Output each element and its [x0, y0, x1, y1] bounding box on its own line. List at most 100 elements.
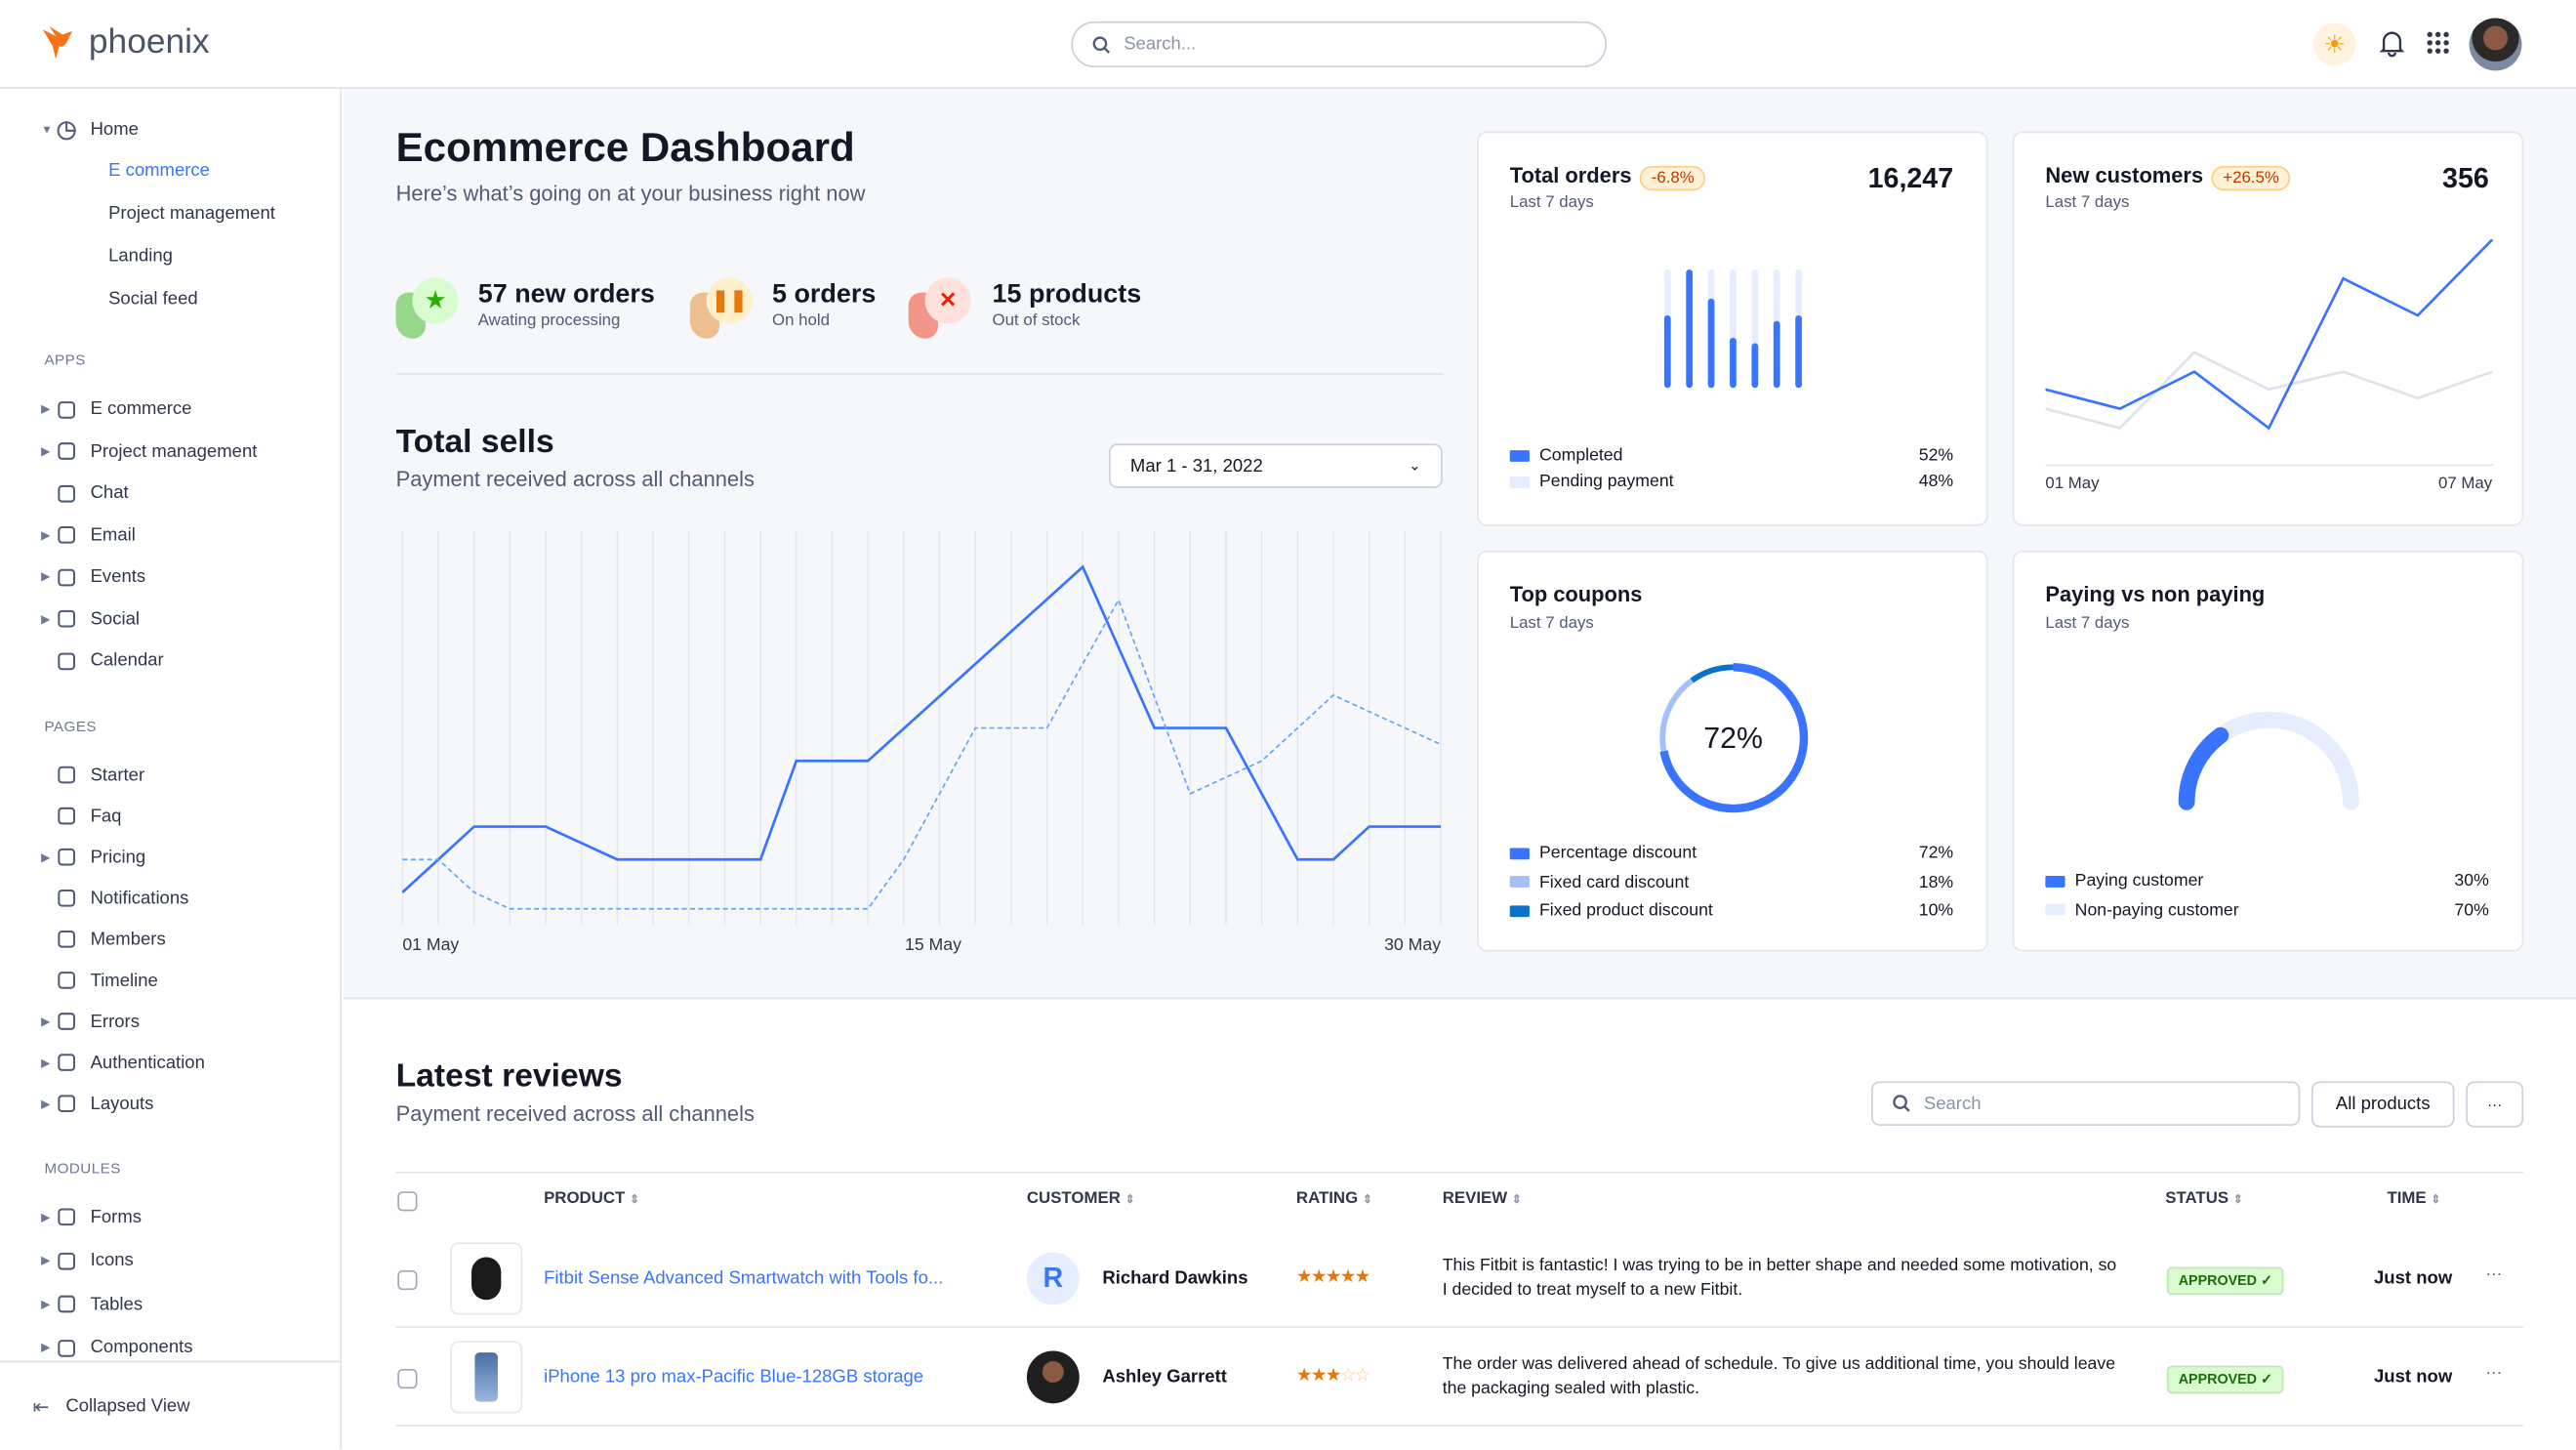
legend-item: Pending payment [1509, 472, 1674, 491]
stat-value: 5 orders [772, 280, 877, 310]
paying-gauge-chart [2178, 711, 2359, 810]
column-header[interactable]: REVIEW ⇕ [1442, 1189, 1522, 1209]
star-filled-icon: ★ [1295, 1266, 1313, 1287]
date-range-value: Mar 1 - 31, 2022 [1129, 456, 1263, 476]
change-badge: +26.5% [2211, 165, 2291, 191]
legend-swatch [1509, 476, 1530, 488]
card-period: Last 7 days [2045, 193, 2130, 213]
sidebar-section-title: APPS [44, 352, 86, 369]
global-search-input[interactable]: Search... [1071, 21, 1608, 68]
review-text: This Fitbit is fantastic! I was trying t… [1442, 1255, 2117, 1301]
product-thumbnail[interactable] [450, 1242, 523, 1315]
collapsed-view-label: Collapsed View [65, 1396, 190, 1417]
legend-swatch [1509, 904, 1530, 917]
x-tick-label: 15 May [905, 934, 961, 954]
product-link[interactable]: iPhone 13 pro max-Pacific Blue-128GB sto… [544, 1367, 924, 1388]
search-icon [1092, 35, 1111, 53]
sort-icon: ⇕ [1511, 1194, 1522, 1207]
stat-value: 15 products [992, 280, 1142, 310]
sidebar-item-label: Authentication [90, 1052, 205, 1073]
caret-down-icon: ▼ [41, 124, 53, 136]
row-actions-button[interactable]: ··· [2485, 1264, 2503, 1284]
gauge-track [2178, 711, 2359, 810]
sidebar-subitem-project-management[interactable]: Project management [108, 203, 275, 224]
collapse-arrow-icon: ⇤ [32, 1394, 50, 1419]
mail-icon [58, 525, 75, 544]
legend-value: 48% [1918, 472, 1954, 492]
row-actions-button[interactable]: ··· [2485, 1363, 2503, 1383]
donut-center-label: 72% [1703, 723, 1763, 755]
row-checkbox[interactable] [397, 1269, 418, 1291]
select-all-checkbox[interactable] [397, 1191, 418, 1212]
card-period: Last 7 days [2045, 614, 2130, 633]
sidebar-item-label: Chat [90, 482, 129, 504]
all-products-button[interactable]: All products [2311, 1081, 2455, 1128]
sidebar-item-label: Timeline [90, 970, 158, 991]
paying-card: Paying vs non paying Last 7 days Paying … [2012, 550, 2524, 952]
row-checkbox[interactable] [397, 1368, 418, 1389]
sidebar-item-label: Pricing [90, 847, 146, 867]
reviews-search-input[interactable]: Search [1870, 1081, 2301, 1126]
new-customers-line-chart: 01 May 07 May [2045, 238, 2494, 492]
star-empty-icon: ☆ [1354, 1365, 1371, 1386]
product-link[interactable]: Fitbit Sense Advanced Smartwatch with To… [544, 1268, 944, 1289]
legend-item: Non-paying customer [2045, 899, 2239, 920]
product-thumbnail[interactable] [450, 1341, 523, 1414]
sidebar-subitem-ecommerce[interactable]: E commerce [108, 160, 211, 182]
x-tick-label: 07 May [2438, 474, 2493, 492]
column-header[interactable]: TIME ⇕ [2387, 1189, 2441, 1209]
bell-icon[interactable] [2379, 29, 2405, 58]
rating-stars: ★★★★★ [1296, 1265, 1370, 1287]
user-avatar[interactable] [2469, 18, 2522, 71]
sidebar: ▼ Home E commerce Project management Lan… [0, 88, 343, 1450]
sidebar-subitem-social-feed[interactable]: Social feed [108, 289, 198, 310]
sidebar-subitem-landing[interactable]: Landing [108, 246, 173, 267]
caret-right-icon: ▶ [41, 1343, 51, 1354]
legend-value: 52% [1918, 445, 1954, 466]
caret-right-icon: ▶ [41, 571, 51, 584]
star-filled-icon: ★ [1325, 1266, 1342, 1287]
column-header[interactable]: RATING ⇕ [1295, 1189, 1372, 1209]
stat-1: ❚❚ 5 orders On hold [689, 276, 986, 346]
card-period: Last 7 days [1509, 193, 1594, 213]
sidebar-item-label: Notifications [90, 888, 189, 908]
column-header[interactable]: STATUS ⇕ [2165, 1189, 2243, 1209]
rating-stars: ★★★☆☆ [1296, 1364, 1370, 1386]
legend-swatch [2045, 903, 2065, 916]
column-header[interactable]: PRODUCT ⇕ [544, 1189, 639, 1209]
customer-name[interactable]: Richard Dawkins [1102, 1268, 1248, 1289]
total-orders-value: 16,247 [1867, 162, 1954, 194]
card-title: Paying vs non paying [2045, 581, 2266, 607]
x-icon: ✕ [924, 277, 971, 324]
column-header[interactable]: CUSTOMER ⇕ [1026, 1189, 1135, 1209]
legend-value: 30% [2454, 871, 2489, 891]
tag-icon [58, 848, 75, 866]
apps-grid-icon[interactable] [2427, 31, 2450, 55]
theme-toggle-button[interactable]: ☀ [2312, 22, 2356, 66]
calendar-icon [58, 651, 75, 670]
logo[interactable]: phoenix [39, 23, 210, 62]
more-options-button[interactable]: ··· [2466, 1081, 2524, 1128]
total-sells-chart: 01 May 15 May 30 May [401, 530, 1442, 954]
table-row: iPhone 13 pro max-Pacific Blue-128GB sto… [0, 1328, 2576, 1427]
date-range-select[interactable]: Mar 1 - 31, 2022 ⌄ [1109, 443, 1443, 488]
change-badge: -6.8% [1639, 165, 1706, 191]
bell-icon [58, 889, 75, 907]
legend-item: Completed [1509, 445, 1622, 465]
chevron-down-icon: ⌄ [1409, 456, 1421, 474]
row-divider [395, 1425, 2524, 1427]
clipboard-icon [58, 442, 75, 460]
sidebar-item-label: Project management [90, 440, 258, 462]
package-icon [58, 1339, 75, 1356]
page-title: Ecommerce Dashboard [395, 124, 855, 172]
sidebar-item-label: Events [90, 566, 146, 587]
legend-item: Paying customer [2045, 871, 2203, 891]
customer-name[interactable]: Ashley Garrett [1102, 1367, 1227, 1388]
share-icon [58, 609, 75, 628]
file-icon [58, 1208, 75, 1226]
chat-icon [58, 484, 75, 502]
phone-image [474, 1352, 498, 1402]
star-filled-icon: ★ [1325, 1365, 1342, 1386]
sidebar-item-label: Layouts [90, 1094, 154, 1114]
sidebar-item-label: Email [90, 524, 136, 545]
